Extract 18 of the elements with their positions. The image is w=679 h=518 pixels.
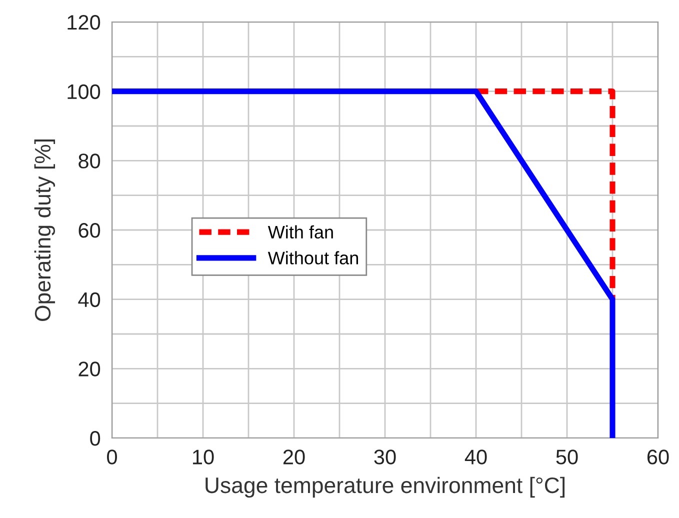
x-tick-label: 30 <box>374 450 396 464</box>
x-tick-label: 20 <box>283 450 305 464</box>
legend-label: With fan <box>268 225 333 239</box>
x-tick-label: 60 <box>647 450 669 464</box>
legend-label: Without fan <box>268 251 358 264</box>
x-tick-label: 10 <box>193 450 214 464</box>
y-tick-label: 20 <box>78 362 100 376</box>
y-tick-label: 100 <box>68 84 100 100</box>
x-tick-label: 40 <box>464 450 487 464</box>
y-tick-label: 120 <box>68 15 100 30</box>
y-tick-label: 80 <box>78 154 100 168</box>
x-tick-label: 0 <box>107 450 117 464</box>
x-tick-label: 50 <box>556 450 578 464</box>
y-tick-label: 40 <box>78 292 100 308</box>
x-axis-title: Usage temperature environment [°C] <box>206 476 564 498</box>
y-axis-title: Operating duty [%] <box>34 140 56 321</box>
y-tick-label: 60 <box>78 223 100 238</box>
y-tick-label: 0 <box>90 431 100 446</box>
